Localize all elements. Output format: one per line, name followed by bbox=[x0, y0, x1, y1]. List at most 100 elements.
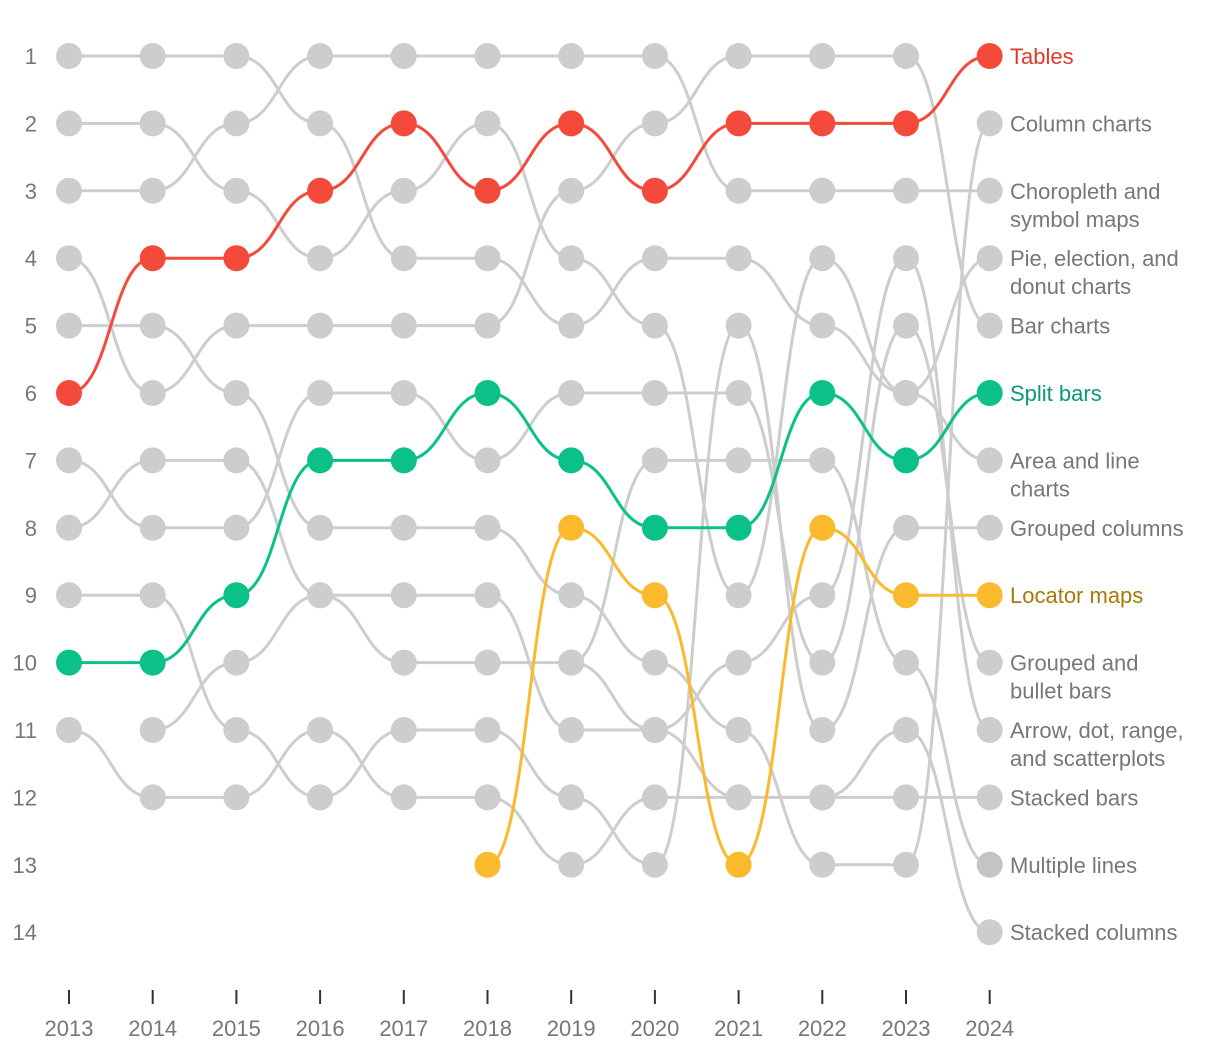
point-arrow-dot-range-and-scatterplots-2018 bbox=[474, 582, 501, 609]
point-stacked-bars-2023 bbox=[893, 784, 919, 811]
point-pie-election-and-donut-charts-2017 bbox=[390, 177, 417, 204]
point-grouped-and-bullet-bars-2022 bbox=[809, 649, 836, 676]
series-line-column-charts bbox=[68, 121, 991, 867]
point-arrow-dot-range-and-scatterplots-2013 bbox=[56, 514, 82, 541]
point-split-bars-2017 bbox=[390, 447, 417, 474]
point-split-bars-2022 bbox=[809, 380, 836, 406]
label-stacked-columns: Stacked columns bbox=[1010, 920, 1178, 945]
point-split-bars-2016 bbox=[307, 447, 334, 474]
x-tick-label: 2021 bbox=[714, 1016, 763, 1041]
point-split-bars-2024 bbox=[976, 380, 1003, 406]
point-pie-election-and-donut-charts-2022 bbox=[809, 245, 836, 272]
point-grouped-and-bullet-bars-2018 bbox=[474, 447, 501, 474]
y-tick-label: 14 bbox=[13, 920, 37, 945]
label-pie-election-and-donut-charts: Pie, election, and donut charts bbox=[1010, 246, 1179, 299]
x-tick-label: 2020 bbox=[630, 1016, 679, 1041]
x-tick-label: 2015 bbox=[212, 1016, 261, 1041]
label-stacked-bars: Stacked bars bbox=[1010, 785, 1138, 810]
point-pie-election-and-donut-charts-2021 bbox=[725, 582, 752, 609]
point-stacked-columns-2024 bbox=[976, 919, 1003, 946]
x-tick-label: 2016 bbox=[296, 1016, 345, 1041]
point-area-and-line-charts-2015 bbox=[223, 43, 250, 69]
point-choropleth-and-symbol-maps-2021 bbox=[725, 177, 752, 204]
point-bar-charts-2019 bbox=[558, 177, 585, 204]
label-split-bars: Split bars bbox=[1010, 381, 1102, 406]
series-line-stacked-bars bbox=[68, 728, 990, 867]
point-choropleth-and-symbol-maps-2014 bbox=[139, 177, 166, 204]
series-end-labels: Tables Split bars Locator maps Area and lin… bbox=[1010, 44, 1184, 945]
point-split-bars-2021 bbox=[725, 514, 752, 541]
point-bar-charts-2013 bbox=[56, 245, 82, 272]
point-locator-maps-2022 bbox=[809, 514, 836, 541]
point-stacked-bars-2016 bbox=[307, 717, 334, 743]
series-line-arrow-dot-range-and-scatterplots bbox=[68, 256, 991, 732]
point-bar-charts-2020 bbox=[641, 110, 668, 137]
point-area-and-line-charts-2024 bbox=[976, 447, 1003, 474]
point-pie-election-and-donut-charts-2014 bbox=[139, 110, 166, 137]
point-tables-2024 bbox=[976, 43, 1003, 69]
point-grouped-columns-2023 bbox=[893, 514, 919, 541]
gray-series-points bbox=[56, 43, 1003, 946]
point-grouped-columns-2024 bbox=[976, 514, 1003, 541]
y-tick-label: 11 bbox=[14, 718, 37, 743]
point-column-charts-2016 bbox=[307, 514, 334, 541]
point-bar-charts-2014 bbox=[139, 380, 166, 406]
point-stacked-bars-2019 bbox=[558, 851, 585, 878]
point-column-charts-2013 bbox=[56, 312, 82, 339]
series-line-bar-charts bbox=[68, 54, 991, 395]
y-tick-label: 12 bbox=[13, 785, 37, 810]
point-stacked-columns-2014 bbox=[139, 717, 166, 743]
point-multiple-lines-2022 bbox=[809, 447, 836, 474]
point-stacked-columns-2015 bbox=[223, 649, 250, 676]
point-column-charts-2022 bbox=[809, 851, 836, 878]
y-tick-label: 10 bbox=[13, 651, 37, 676]
point-stacked-bars-2020 bbox=[641, 784, 668, 811]
point-bar-charts-2015 bbox=[223, 312, 250, 339]
point-multiple-lines-2020 bbox=[641, 447, 668, 474]
x-tick-label: 2024 bbox=[965, 1016, 1014, 1041]
point-grouped-and-bullet-bars-2017 bbox=[390, 380, 417, 406]
point-choropleth-and-symbol-maps-2020 bbox=[641, 43, 668, 69]
point-choropleth-and-symbol-maps-2023 bbox=[893, 177, 919, 204]
point-locator-maps-2020 bbox=[641, 582, 668, 609]
point-column-charts-2015 bbox=[223, 380, 250, 406]
point-bar-charts-2021 bbox=[725, 43, 752, 69]
point-area-and-line-charts-2013 bbox=[56, 43, 82, 69]
point-bar-charts-2024 bbox=[976, 312, 1003, 339]
point-grouped-and-bullet-bars-2019 bbox=[558, 380, 585, 406]
point-grouped-columns-2018 bbox=[474, 717, 501, 743]
point-area-and-line-charts-2020 bbox=[641, 245, 668, 272]
point-locator-maps-2021 bbox=[725, 851, 752, 878]
point-stacked-bars-2014 bbox=[139, 784, 166, 811]
point-area-and-line-charts-2019 bbox=[558, 312, 585, 339]
y-tick-label: 3 bbox=[25, 179, 37, 204]
point-tables-2020 bbox=[641, 177, 668, 204]
point-column-charts-2017 bbox=[390, 514, 417, 541]
point-tables-2023 bbox=[893, 110, 919, 137]
point-stacked-bars-2013 bbox=[56, 717, 82, 743]
point-stacked-bars-2015 bbox=[223, 784, 250, 811]
point-arrow-dot-range-and-scatterplots-2023 bbox=[893, 245, 919, 272]
point-choropleth-and-symbol-maps-2016 bbox=[307, 43, 334, 69]
point-pie-election-and-donut-charts-2019 bbox=[558, 245, 585, 272]
point-locator-maps-2024 bbox=[976, 582, 1003, 609]
x-tick-label: 2019 bbox=[547, 1016, 596, 1041]
point-split-bars-2015 bbox=[223, 582, 250, 609]
point-stacked-bars-2018 bbox=[474, 784, 501, 811]
point-stacked-columns-2021 bbox=[725, 784, 752, 811]
point-split-bars-2020 bbox=[641, 514, 668, 541]
highlight-series-points bbox=[56, 43, 1003, 878]
point-split-bars-2018 bbox=[474, 380, 501, 406]
label-multiple-lines: Multiple lines bbox=[1010, 853, 1137, 878]
point-split-bars-2019 bbox=[558, 447, 585, 474]
point-grouped-columns-2016 bbox=[307, 784, 334, 811]
point-grouped-columns-2014 bbox=[139, 582, 166, 609]
x-tick-label: 2023 bbox=[882, 1016, 931, 1041]
x-axis: 2013 2014 2015 2016 2017 2018 2019 2020 2021 2022… bbox=[45, 990, 1014, 1041]
label-tables: Tables bbox=[1010, 44, 1074, 69]
point-area-and-line-charts-2022 bbox=[809, 312, 836, 339]
x-tick-label: 2017 bbox=[379, 1016, 428, 1041]
point-bar-charts-2023 bbox=[893, 43, 919, 69]
point-arrow-dot-range-and-scatterplots-2017 bbox=[390, 582, 417, 609]
point-locator-maps-2018 bbox=[474, 851, 501, 878]
